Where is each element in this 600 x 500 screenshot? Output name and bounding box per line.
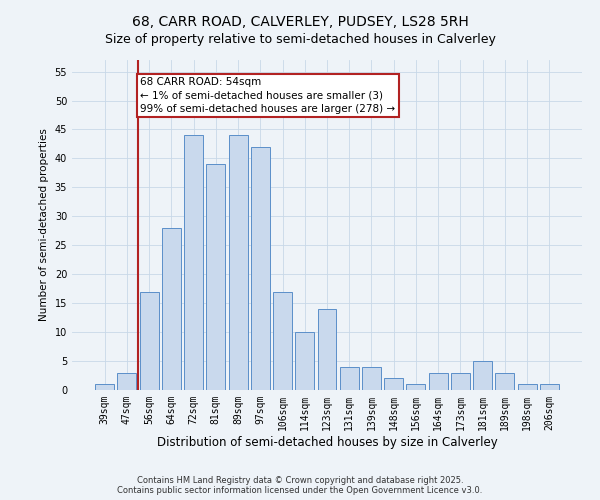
Bar bbox=[184, 136, 203, 390]
Text: 68 CARR ROAD: 54sqm
← 1% of semi-detached houses are smaller (3)
99% of semi-det: 68 CARR ROAD: 54sqm ← 1% of semi-detache… bbox=[140, 78, 395, 114]
Text: Contains HM Land Registry data © Crown copyright and database right 2025.
Contai: Contains HM Land Registry data © Crown c… bbox=[118, 476, 482, 495]
X-axis label: Distribution of semi-detached houses by size in Calverley: Distribution of semi-detached houses by … bbox=[157, 436, 497, 448]
Bar bbox=[473, 361, 492, 390]
Bar bbox=[540, 384, 559, 390]
Bar bbox=[273, 292, 292, 390]
Bar bbox=[317, 309, 337, 390]
Bar bbox=[162, 228, 181, 390]
Bar bbox=[429, 372, 448, 390]
Bar bbox=[384, 378, 403, 390]
Bar bbox=[496, 372, 514, 390]
Bar bbox=[140, 292, 158, 390]
Bar bbox=[340, 367, 359, 390]
Bar bbox=[229, 136, 248, 390]
Bar bbox=[451, 372, 470, 390]
Bar bbox=[95, 384, 114, 390]
Bar bbox=[406, 384, 425, 390]
Bar bbox=[518, 384, 536, 390]
Bar bbox=[206, 164, 225, 390]
Text: 68, CARR ROAD, CALVERLEY, PUDSEY, LS28 5RH: 68, CARR ROAD, CALVERLEY, PUDSEY, LS28 5… bbox=[131, 15, 469, 29]
Bar bbox=[295, 332, 314, 390]
Bar bbox=[251, 147, 270, 390]
Bar bbox=[362, 367, 381, 390]
Y-axis label: Number of semi-detached properties: Number of semi-detached properties bbox=[39, 128, 49, 322]
Bar bbox=[118, 372, 136, 390]
Text: Size of property relative to semi-detached houses in Calverley: Size of property relative to semi-detach… bbox=[104, 32, 496, 46]
